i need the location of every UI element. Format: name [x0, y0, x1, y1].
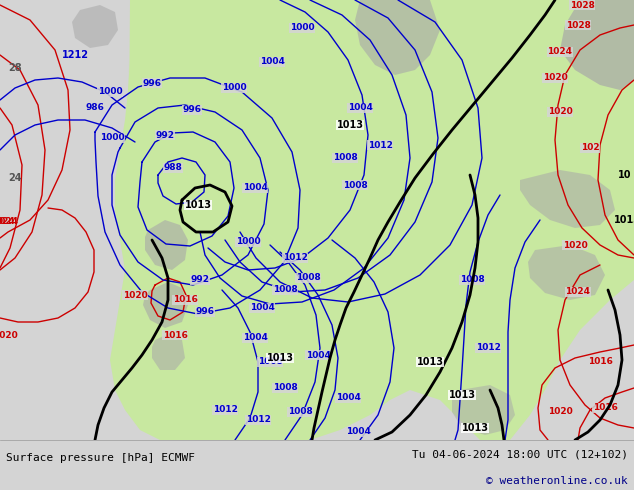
Text: 1013: 1013 [266, 353, 294, 363]
Text: 1012: 1012 [212, 406, 238, 415]
Text: 1013: 1013 [417, 357, 444, 367]
Text: 1013: 1013 [614, 215, 634, 225]
Text: 1008: 1008 [460, 275, 484, 285]
Text: © weatheronline.co.uk: © weatheronline.co.uk [486, 476, 628, 486]
Text: 1004: 1004 [250, 303, 275, 313]
Text: 1004: 1004 [347, 103, 372, 113]
Text: 1013: 1013 [462, 423, 489, 433]
Text: 024: 024 [0, 218, 15, 226]
Text: Surface pressure [hPa] ECMWF: Surface pressure [hPa] ECMWF [6, 452, 195, 463]
Text: 992: 992 [155, 130, 174, 140]
Text: 986: 986 [86, 103, 105, 113]
Text: 1008: 1008 [333, 153, 358, 163]
Polygon shape [452, 385, 515, 435]
Text: 1024: 1024 [548, 48, 573, 56]
Text: 1000: 1000 [100, 133, 124, 143]
Text: 1004: 1004 [346, 427, 370, 437]
Text: 988: 988 [164, 164, 183, 172]
Text: 1020: 1020 [548, 107, 573, 117]
Text: 1013: 1013 [184, 200, 212, 210]
Polygon shape [110, 0, 634, 440]
Text: 1212: 1212 [61, 50, 89, 60]
Text: 1012: 1012 [476, 343, 500, 352]
Text: 1020: 1020 [562, 241, 587, 249]
Polygon shape [520, 170, 615, 228]
Text: 1020: 1020 [0, 330, 17, 340]
Text: 1008: 1008 [288, 408, 313, 416]
Text: 1000: 1000 [236, 238, 261, 246]
Text: 102: 102 [581, 144, 599, 152]
Text: 10: 10 [618, 170, 631, 180]
Text: 1020: 1020 [548, 408, 573, 416]
Text: 996: 996 [143, 78, 162, 88]
Polygon shape [143, 282, 188, 328]
Polygon shape [145, 220, 188, 270]
Text: 1004: 1004 [335, 393, 361, 402]
Text: 1000: 1000 [290, 24, 314, 32]
Text: 1020: 1020 [543, 74, 567, 82]
Text: 1028: 1028 [569, 0, 595, 9]
Text: 1012: 1012 [368, 141, 392, 149]
Text: 28: 28 [8, 63, 22, 73]
Text: 1008: 1008 [295, 273, 320, 283]
Polygon shape [72, 5, 118, 48]
Text: 1012: 1012 [283, 253, 307, 263]
Text: 1008: 1008 [273, 384, 297, 392]
Text: 1028: 1028 [566, 21, 590, 29]
Text: 24: 24 [8, 173, 22, 183]
Text: 1016: 1016 [588, 358, 612, 367]
Text: 1024: 1024 [566, 288, 590, 296]
Text: 1013: 1013 [448, 390, 476, 400]
Polygon shape [152, 333, 185, 370]
Text: 996: 996 [195, 308, 214, 317]
Text: 1016: 1016 [172, 295, 197, 304]
Text: 1016: 1016 [162, 330, 188, 340]
Polygon shape [528, 245, 605, 300]
Text: 1004: 1004 [259, 57, 285, 67]
Text: 1004: 1004 [243, 183, 268, 193]
Text: 996: 996 [183, 105, 202, 115]
Text: 1004: 1004 [243, 334, 268, 343]
Text: 1000: 1000 [222, 83, 247, 93]
Text: 1020: 1020 [122, 291, 147, 299]
Text: 1008: 1008 [342, 180, 367, 190]
Text: 1008: 1008 [273, 286, 297, 294]
Polygon shape [355, 0, 440, 75]
Text: 1012: 1012 [245, 416, 271, 424]
Text: 1004: 1004 [306, 350, 330, 360]
Polygon shape [128, 0, 634, 180]
Text: 1008: 1008 [257, 358, 282, 367]
Text: 1024: 1024 [0, 218, 18, 226]
Polygon shape [560, 0, 634, 90]
Text: Tu 04-06-2024 18:00 UTC (12+102): Tu 04-06-2024 18:00 UTC (12+102) [411, 449, 628, 459]
Text: 1013: 1013 [337, 120, 363, 130]
Text: 992: 992 [190, 275, 209, 285]
Text: 1000: 1000 [98, 88, 122, 97]
Text: 1016: 1016 [593, 403, 618, 413]
